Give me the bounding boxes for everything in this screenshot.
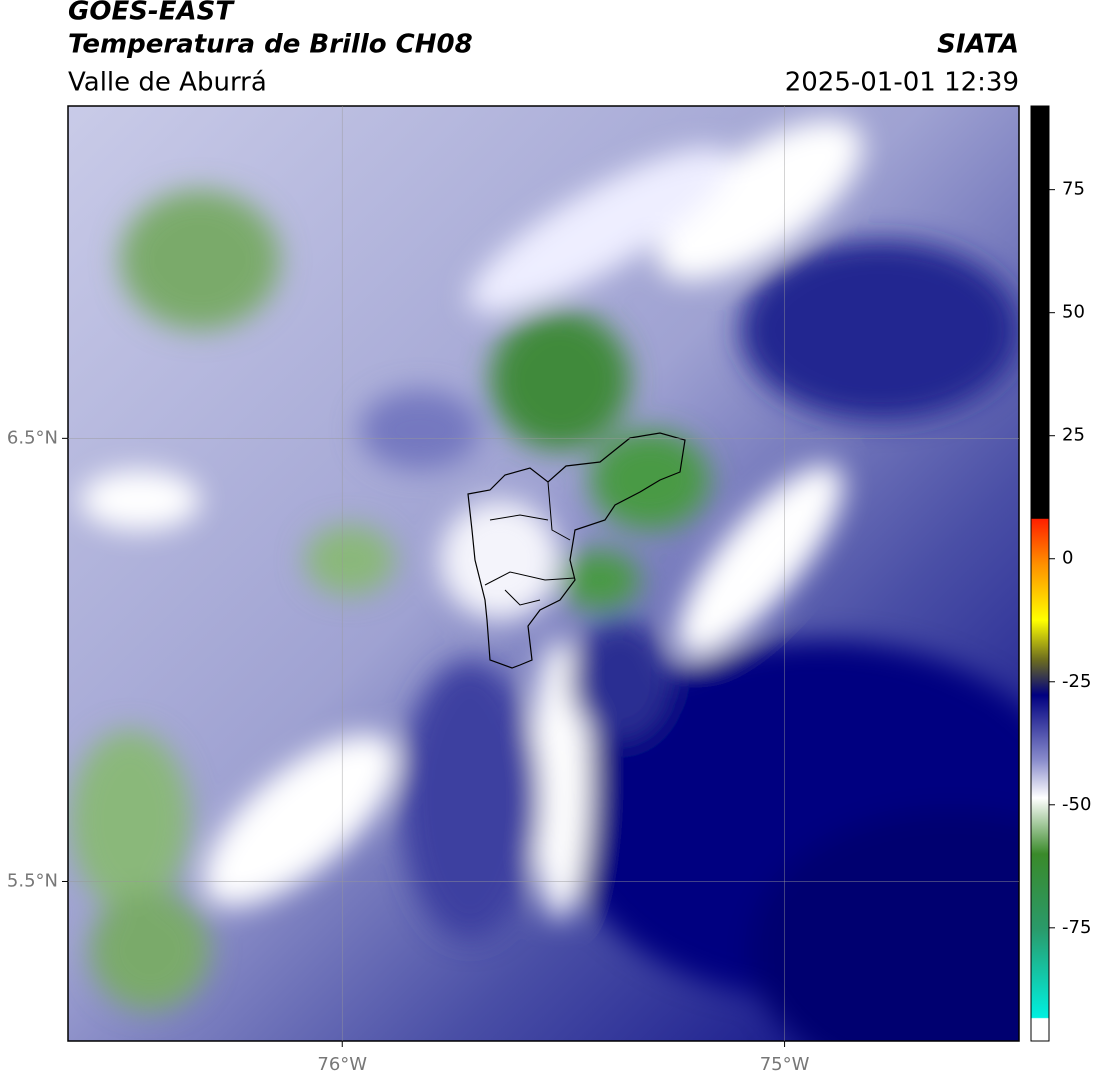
colorbar-tick-label: 0 (1062, 548, 1073, 569)
colorbar-tick-label: -25 (1062, 671, 1091, 692)
region: Valle de Aburrá (68, 68, 267, 98)
municipal-boundary (489, 514, 549, 521)
satellite-image (68, 106, 1019, 1041)
municipal-boundary (484, 571, 576, 586)
map-frame (67, 105, 1020, 1042)
colorbar-tick-label: 75 (1062, 179, 1085, 200)
colorbar-tick-label: -75 (1062, 917, 1091, 938)
municipal-boundary (547, 481, 571, 541)
x-tick-label: 76°W (317, 1054, 367, 1075)
colorbar-tick-label: -50 (1062, 794, 1091, 815)
title: GOES-EAST (68, 0, 235, 27)
colorbar (1030, 105, 1050, 1042)
agency: SIATA (937, 30, 1019, 60)
subtitle: Temperatura de Brillo CH08 (68, 30, 473, 60)
x-tick-label: 75°W (760, 1054, 810, 1075)
y-tick-label: 6.5°N (7, 427, 58, 448)
colorbar-tick-label: 25 (1062, 425, 1085, 446)
municipal-boundary (467, 432, 686, 669)
y-tick-label: 5.5°N (7, 870, 58, 891)
municipal-boundary (504, 589, 541, 606)
datetime: 2025-01-01 12:39 (785, 68, 1019, 98)
colorbar-tick-label: 50 (1062, 302, 1085, 323)
